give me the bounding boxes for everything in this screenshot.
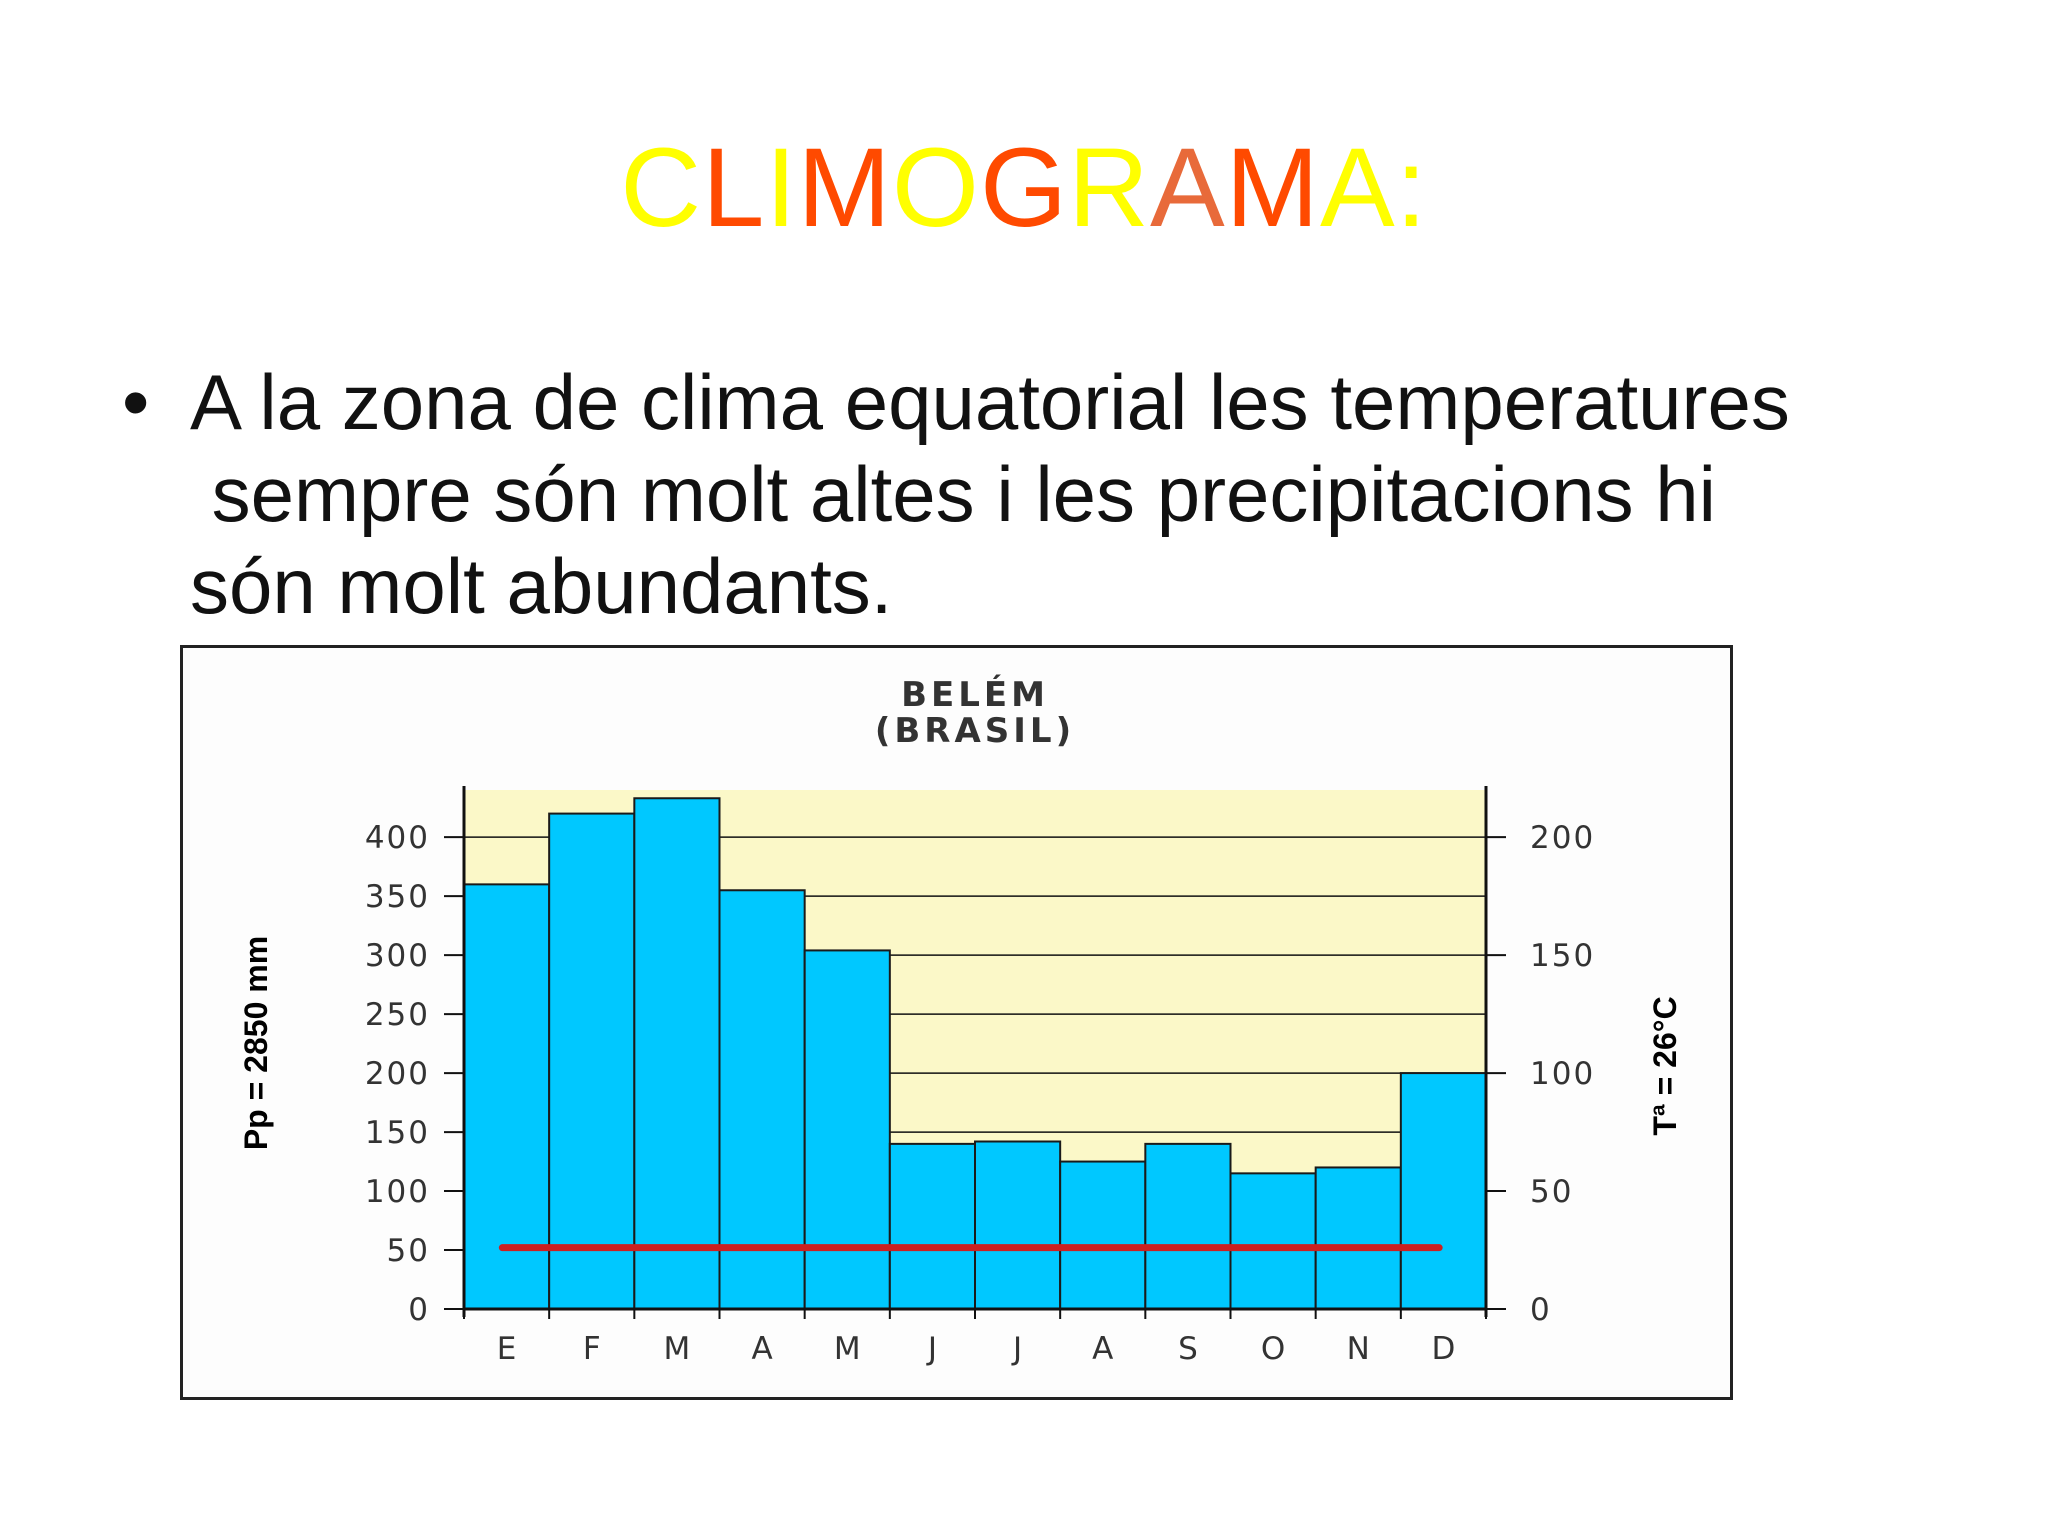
title-letter: A — [1319, 125, 1396, 250]
bar-S-8 — [1144, 1142, 1232, 1311]
bar-F-1 — [548, 812, 636, 1310]
title-letter: M — [1225, 125, 1320, 250]
category-label: J — [926, 1331, 937, 1367]
title-letter: I — [765, 125, 798, 250]
right-axis-label: Tª = 26°C — [1647, 996, 1683, 1135]
title-letter: M — [797, 125, 892, 250]
title-letter: G — [979, 125, 1069, 250]
category-label: M — [664, 1331, 691, 1367]
right-tick-label: 50 — [1530, 1174, 1573, 1210]
category-label: J — [1011, 1331, 1022, 1367]
category-label: A — [751, 1331, 772, 1367]
right-tick-label: 150 — [1530, 938, 1595, 974]
category-label: E — [497, 1331, 517, 1367]
category-label: M — [834, 1331, 861, 1367]
right-tick-label: 200 — [1530, 820, 1595, 856]
chart-title: BELÉM — [901, 674, 1049, 715]
left-tick-label: 250 — [365, 997, 430, 1033]
category-label: F — [583, 1331, 601, 1367]
slide-title: CLIMOGRAMA: — [0, 118, 2048, 258]
category-label: S — [1178, 1331, 1198, 1367]
left-tick-label: 50 — [387, 1233, 430, 1269]
left-tick-label: 300 — [365, 938, 430, 974]
right-tick-label: 0 — [1530, 1292, 1552, 1328]
bar-M-2 — [633, 797, 721, 1311]
chart-subtitle: (BRASIL) — [875, 711, 1075, 751]
bullet-line-1: A la zona de clima equatorial les temper… — [190, 358, 1790, 446]
climograph-chart: 0 50 100 150 200 250 300 350 400 0 50 100 150 200 E F M A… — [180, 645, 1733, 1400]
bar-M-4 — [803, 949, 891, 1310]
title-letter: A — [1149, 125, 1226, 250]
left-tick-label: 400 — [365, 820, 430, 856]
bar-A-7 — [1059, 1160, 1147, 1310]
bar-J-5 — [888, 1142, 976, 1311]
bar-J-6 — [974, 1140, 1062, 1310]
left-axis-label: Pp = 2850 mm — [238, 936, 274, 1150]
title-letter: C — [620, 125, 703, 250]
title-letter: : — [1395, 125, 1428, 250]
bar-D-11 — [1399, 1072, 1488, 1310]
category-label: A — [1092, 1331, 1113, 1367]
category-label: N — [1347, 1331, 1370, 1367]
bullet-icon: • — [122, 358, 150, 446]
left-tick-label: 350 — [365, 879, 430, 915]
bar-N-10 — [1314, 1166, 1402, 1310]
left-tick-label: 0 — [408, 1292, 430, 1328]
left-tick-label: 100 — [365, 1174, 430, 1210]
right-tick-label: 100 — [1530, 1056, 1595, 1092]
title-letter: L — [702, 125, 766, 250]
chart-svg: 0 50 100 150 200 250 300 350 400 0 50 100 150 200 E F M A… — [238, 674, 1683, 1367]
bullet-line-2: sempre són molt altes i les precipitacio… — [190, 450, 1716, 538]
title-letter: O — [891, 125, 980, 250]
category-label: D — [1431, 1331, 1455, 1367]
bullet-line-3: són molt abundants. — [190, 542, 893, 630]
title-letter: R — [1068, 125, 1150, 250]
left-tick-label: 200 — [365, 1056, 430, 1092]
bar-E-0 — [463, 883, 551, 1310]
bar-A-3 — [718, 889, 806, 1311]
bar-O-9 — [1229, 1172, 1317, 1311]
category-label: O — [1261, 1331, 1285, 1367]
left-tick-label: 150 — [365, 1115, 430, 1151]
